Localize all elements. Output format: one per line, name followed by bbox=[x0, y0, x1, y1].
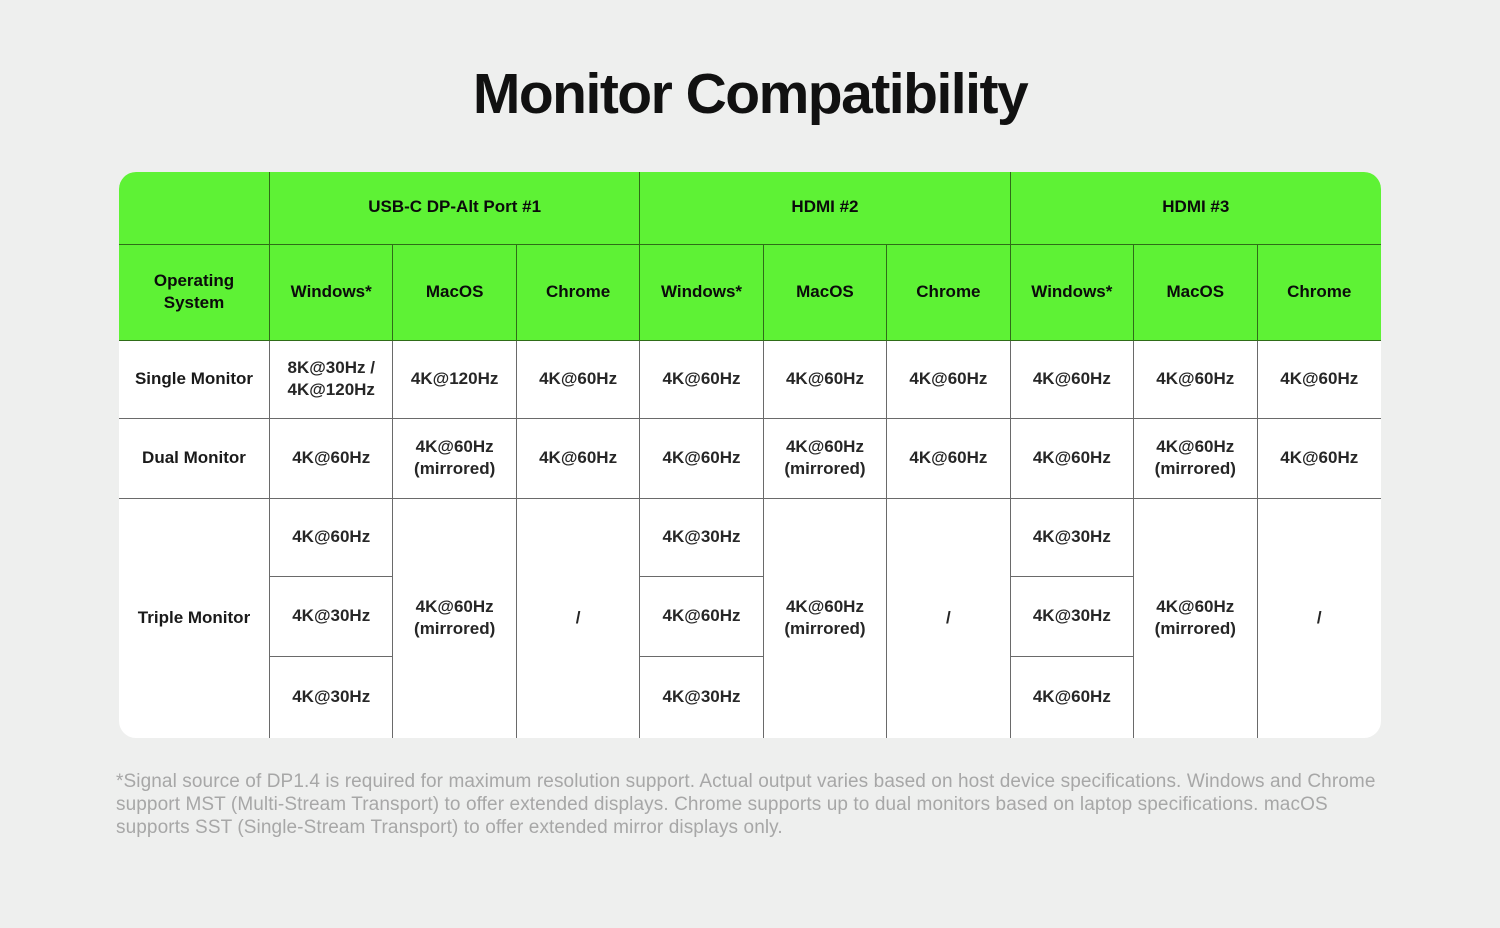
row-label-triple-monitor: Triple Monitor bbox=[119, 498, 270, 738]
row-label-dual-monitor: Dual Monitor bbox=[119, 418, 270, 499]
col-header-windows-usbc: Windows* bbox=[270, 244, 394, 341]
corner-cell bbox=[119, 171, 270, 245]
value-cell: 4K@60Hz (mirrored) bbox=[1134, 418, 1258, 499]
triple-windows-cell: 4K@60Hz bbox=[640, 576, 764, 657]
value-cell: 4K@60Hz bbox=[640, 340, 764, 419]
value-cell: 4K@60Hz bbox=[1257, 419, 1381, 499]
triple-macos-cell: 4K@60Hz (mirrored) bbox=[764, 498, 888, 738]
value-cell: 4K@60Hz bbox=[887, 340, 1011, 419]
value-cell: 4K@60Hz bbox=[270, 418, 394, 499]
value-cell: 4K@60Hz bbox=[887, 418, 1011, 499]
value-cell: 4K@60Hz bbox=[763, 340, 888, 419]
col-header-macos-hdmi3: MacOS bbox=[1134, 244, 1258, 341]
triple-macos-cell: 4K@60Hz (mirrored) bbox=[393, 498, 517, 738]
row-label-single-monitor: Single Monitor bbox=[119, 340, 270, 419]
col-header-windows-hdmi2: Windows* bbox=[640, 244, 764, 341]
value-cell: 4K@60Hz bbox=[516, 340, 641, 419]
monitor-compatibility-table: USB-C DP-Alt Port #1 HDMI #2 HDMI #3 Ope… bbox=[119, 171, 1381, 738]
page-title: Monitor Compatibility bbox=[472, 62, 1029, 126]
triple-windows-cell: 4K@30Hz bbox=[270, 656, 394, 738]
footnote-text: *Signal source of DP1.4 is required for … bbox=[116, 770, 1376, 838]
compatibility-table: USB-C DP-Alt Port #1 HDMI #2 HDMI #3 Ope… bbox=[119, 171, 1381, 738]
value-cell: 4K@60Hz bbox=[1010, 340, 1135, 419]
value-cell: 8K@30Hz / 4K@120Hz bbox=[270, 340, 394, 419]
group-header-usbc-dp-alt: USB-C DP-Alt Port #1 bbox=[270, 171, 641, 245]
value-cell: 4K@60Hz bbox=[1257, 341, 1381, 419]
group-header-hdmi2: HDMI #2 bbox=[640, 171, 1011, 245]
value-cell: 4K@120Hz bbox=[393, 340, 517, 419]
col-header-macos-hdmi2: MacOS bbox=[763, 244, 888, 341]
triple-chrome-cell: / bbox=[517, 498, 641, 738]
value-cell: 4K@60Hz (mirrored) bbox=[763, 418, 888, 499]
value-cell: 4K@60Hz bbox=[516, 418, 641, 499]
triple-windows-cell: 4K@30Hz bbox=[640, 656, 764, 738]
triple-windows-cell: 4K@60Hz bbox=[270, 498, 394, 577]
value-cell: 4K@60Hz bbox=[1134, 340, 1258, 419]
value-cell: 4K@60Hz bbox=[640, 418, 764, 499]
triple-windows-cell: 4K@30Hz bbox=[640, 498, 764, 577]
triple-windows-cell: 4K@30Hz bbox=[1010, 576, 1135, 657]
triple-chrome-cell: / bbox=[887, 498, 1011, 738]
col-header-chrome-hdmi3: Chrome bbox=[1257, 244, 1381, 341]
triple-chrome-cell: / bbox=[1316, 607, 1322, 627]
triple-windows-cell: 4K@30Hz bbox=[1010, 498, 1135, 577]
col-header-macos-usbc: MacOS bbox=[393, 244, 517, 341]
col-header-chrome-hdmi2: Chrome bbox=[887, 244, 1011, 341]
triple-macos-cell: 4K@60Hz (mirrored) bbox=[1134, 498, 1258, 738]
group-header-hdmi3: HDMI #3 bbox=[1010, 171, 1381, 245]
col-header-chrome-usbc: Chrome bbox=[516, 244, 641, 341]
col-header-windows-hdmi3: Windows* bbox=[1010, 244, 1135, 341]
value-cell: 4K@60Hz bbox=[1010, 418, 1135, 499]
triple-windows-cell: 4K@60Hz bbox=[1011, 656, 1135, 738]
operating-system-header: Operating System bbox=[119, 244, 270, 341]
value-cell: 4K@60Hz (mirrored) bbox=[393, 418, 517, 499]
triple-windows-cell: 4K@30Hz bbox=[270, 576, 394, 657]
